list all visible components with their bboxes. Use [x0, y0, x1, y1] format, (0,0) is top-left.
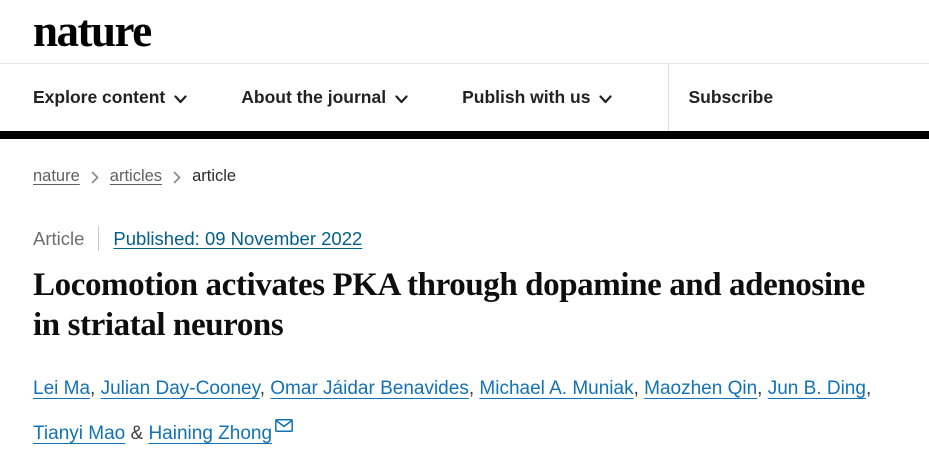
nav-item-explore-content[interactable]: Explore content [33, 87, 187, 108]
meta-divider [98, 226, 100, 251]
breadcrumb-item-articles[interactable]: articles [109, 167, 163, 185]
author-separator: , [468, 377, 480, 399]
breadcrumb: nature articles article [33, 165, 896, 187]
nav-item-label: Explore content [33, 87, 166, 107]
chevron-down-icon [395, 94, 408, 104]
site-header: nature [0, 0, 929, 64]
chevron-right-icon [173, 171, 181, 184]
author-separator: , [90, 377, 101, 399]
author-link-jun-b-ding[interactable]: Jun B. Ding [767, 377, 866, 399]
author-link-michael-a-muniak[interactable]: Michael A. Muniak [479, 377, 634, 399]
nature-logo[interactable]: nature [33, 6, 152, 56]
subscribe-link[interactable]: Subscribe [688, 87, 774, 107]
nav-item-about-the-journal[interactable]: About the journal [241, 87, 408, 108]
author-list: Lei Ma, Julian Day-Cooney, Omar Jáidar B… [33, 370, 896, 453]
author-separator: , [757, 377, 768, 399]
author-link-omar-j-idar-benavides[interactable]: Omar Jáidar Benavides [270, 377, 469, 399]
nav-item-label: Publish with us [462, 87, 591, 107]
author-link-julian-day-cooney[interactable]: Julian Day-Cooney [100, 377, 260, 399]
header-accent-bar [0, 131, 929, 139]
nav-menu: Explore content About the journal Publish … [33, 87, 613, 108]
author-link-maozhen-qin[interactable]: Maozhen Qin [644, 377, 758, 399]
published-date-link[interactable]: Published: 09 November 2022 [113, 228, 363, 249]
author-separator: & [125, 422, 149, 444]
chevron-right-icon [91, 171, 99, 184]
article-header-section: nature articles article Article Published:… [0, 139, 929, 453]
author-link-haining-zhong[interactable]: Haining Zhong [148, 422, 273, 444]
author-separator: , [633, 377, 645, 399]
breadcrumb-item-nature[interactable]: nature [33, 167, 80, 185]
author-link-lei-ma[interactable]: Lei Ma [33, 377, 91, 399]
chevron-down-icon [599, 94, 613, 104]
article-meta: Article Published: 09 November 2022 [33, 226, 896, 251]
article-type-label: Article [33, 228, 85, 249]
main-nav: Explore content About the journal Publish … [0, 64, 929, 131]
article-title: Locomotion activates PKA through dopamin… [33, 267, 865, 344]
author-link-tianyi-mao[interactable]: Tianyi Mao [33, 422, 126, 444]
breadcrumb-item-article: article [192, 167, 237, 185]
author-separator: , [865, 377, 872, 399]
nav-divider [668, 64, 670, 131]
author-separator: , [259, 377, 271, 399]
nav-item-label: About the journal [241, 87, 387, 107]
chevron-down-icon [174, 94, 187, 104]
envelope-icon[interactable] [275, 408, 293, 446]
nav-item-publish-with-us[interactable]: Publish with us [462, 87, 613, 108]
